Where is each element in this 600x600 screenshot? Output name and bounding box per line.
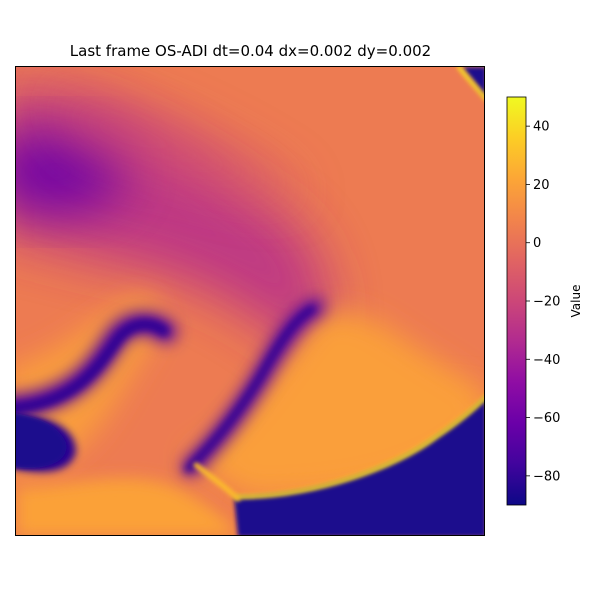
colorbar-tick-label: 20 <box>533 178 550 193</box>
colorbar-tick-label: −80 <box>533 469 560 484</box>
colorbar-tick-label: −20 <box>533 295 560 310</box>
colorbar-label: Value <box>569 285 583 318</box>
colorbar: 40 20 0 −20 −40 −60 −80 Value <box>506 96 583 506</box>
wavefront <box>193 67 484 502</box>
heatmap <box>16 67 484 535</box>
colorbar-gradient <box>506 96 527 506</box>
chart-title: Last frame OS-ADI dt=0.04 dx=0.002 dy=0.… <box>69 42 432 60</box>
refractory-bands <box>16 298 325 476</box>
field-shading <box>16 87 484 535</box>
colorbar-tick-label: −40 <box>533 353 560 368</box>
heatmap-plot-area <box>15 66 485 536</box>
colorbar-tick-label: 40 <box>533 120 550 135</box>
colorbar-tick-label: −60 <box>533 411 560 426</box>
colorbar-tick-label: 0 <box>533 236 541 251</box>
